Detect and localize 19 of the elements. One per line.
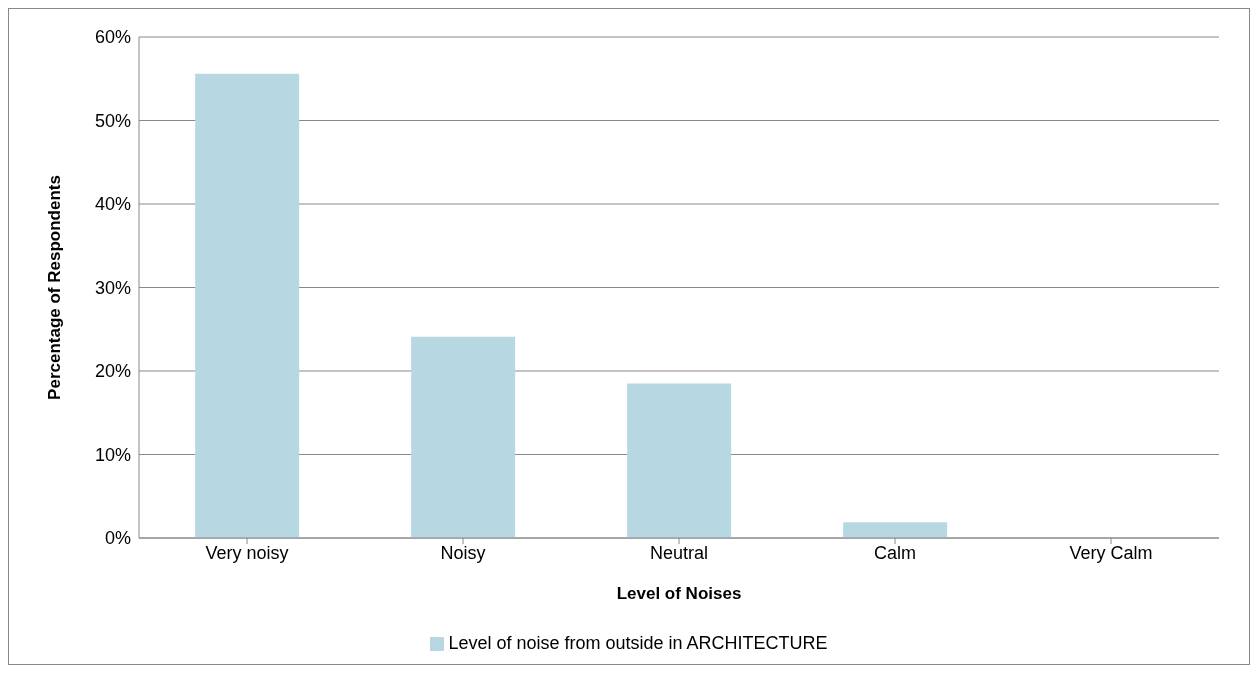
x-tick-label: Calm <box>873 542 917 563</box>
x-tick-label: Noisy <box>440 542 486 563</box>
bar <box>195 73 300 538</box>
y-tick-label: 20% <box>94 361 131 382</box>
x-tick-label: Very noisy <box>205 542 289 563</box>
y-tick-label: 40% <box>94 194 131 215</box>
bar <box>411 336 516 538</box>
y-tick-label: 60% <box>94 27 131 48</box>
x-axis-title: Level of Noises <box>616 584 742 603</box>
y-tick-label: 10% <box>94 444 131 465</box>
x-tick-label: Neutral <box>649 542 709 563</box>
bar <box>843 522 948 538</box>
y-tick-label: 30% <box>94 277 131 298</box>
x-tick-label: Very Calm <box>1069 542 1153 563</box>
bar <box>627 383 732 538</box>
y-tick-label: 50% <box>94 110 131 131</box>
legend-label: Level of noise from outside in ARCHITECTURE <box>448 633 828 653</box>
y-tick-label: 0% <box>104 528 131 549</box>
y-axis-title: Percentage of Respondents <box>45 175 65 400</box>
